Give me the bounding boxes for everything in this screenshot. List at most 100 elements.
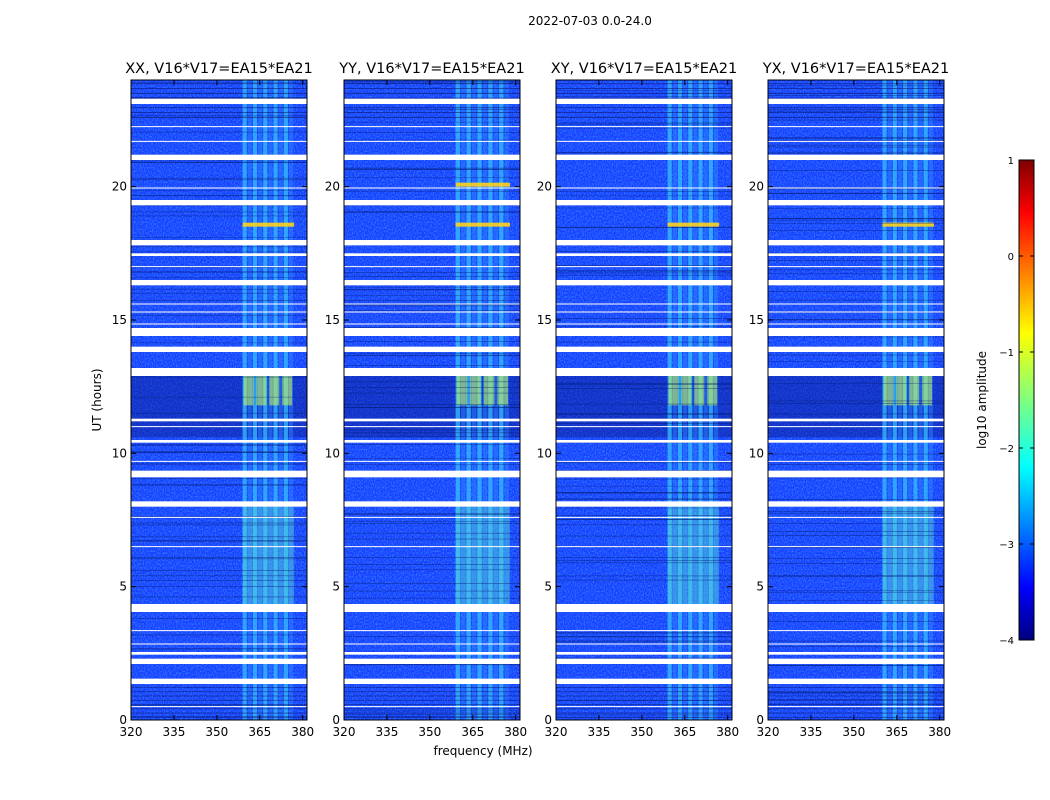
rfi-column [252,80,258,720]
flagged-row [344,678,520,684]
flagged-row [556,604,732,612]
x-tick-label: 365 [248,725,271,739]
colorbar-tick-label: −1 [999,348,1014,359]
x-tick-label: 380 [291,725,314,739]
rfi-hot-block [256,373,267,406]
x-tick-label: 350 [842,725,865,739]
flagged-row [768,98,944,104]
rfi-hot-block [896,373,907,406]
panel-title: XX, V16*V17=EA15*EA21 [125,61,313,77]
flagged-row [556,658,732,664]
flagged-row [556,418,732,422]
flagged-row [344,440,520,443]
panel-title: YY, V16*V17=EA15*EA21 [338,61,524,77]
flagged-row [768,240,944,246]
x-tick-label: 365 [885,725,908,739]
colorbar-tick-label: 1 [1008,156,1014,167]
flagged-row [768,346,944,352]
y-axis-label: UT (hours) [90,368,104,431]
rfi-hot-block [681,373,692,406]
spectrogram-panel-xy: XY, V16*V17=EA15*EA21 320 335 350 365 380 0 5 10… [537,61,739,739]
figure-title: 2022-07-03 0.0-24.0 [528,14,652,28]
flagged-row [344,368,520,376]
flagged-row [556,652,732,655]
flagged-row [131,658,307,664]
axes-frame [343,79,521,721]
flagged-row [344,501,520,507]
x-tick-label: 320 [120,725,143,739]
flagged-row [131,652,307,655]
flagged-row [131,328,307,336]
y-tick-label: 5 [332,580,340,594]
colorbar-label: log10 amplitude [975,351,989,449]
flagged-row [556,368,732,376]
flagged-row [556,240,732,246]
rfi-bright-segment [667,506,720,606]
rfi-hot-block [456,373,468,406]
rfi-column [892,80,897,720]
x-tick-label: 335 [375,725,398,739]
flagged-row [344,470,520,478]
flagged-row [131,280,307,286]
y-tick-label: 20 [537,180,552,194]
flagged-row [768,418,944,422]
flagged-row [131,154,307,160]
flagged-row [556,98,732,104]
rfi-column [466,80,471,720]
x-tick-label: 335 [799,725,822,739]
rfi-column [493,80,499,720]
flagged-row [131,678,307,684]
rfi-hot-block [483,373,495,406]
rfi-hot-block [243,373,254,406]
flagged-row [768,154,944,160]
flagged-row [768,658,944,664]
rfi-hot-row [455,222,510,227]
flagged-row [768,604,944,612]
y-tick-label: 20 [749,180,764,194]
flagged-row [768,501,944,507]
rfi-column [677,80,683,720]
rfi-hot-block [883,373,894,406]
x-tick-label: 350 [418,725,441,739]
y-tick-label: 20 [325,180,340,194]
flagged-row [768,440,944,443]
rfi-hot-block [470,373,481,406]
axes-frame [767,79,945,721]
axes-frame [130,79,308,721]
y-tick-label: 10 [749,446,764,460]
y-tick-label: 0 [332,713,340,727]
flagged-row [556,678,732,684]
rfi-column [918,80,923,720]
flagged-row [131,200,307,206]
flagged-row [344,604,520,612]
flagged-row [131,253,307,256]
flagged-row [768,470,944,478]
flagged-row [344,200,520,206]
flagged-row [131,440,307,443]
flagged-row [556,501,732,507]
y-tick-label: 0 [756,713,764,727]
x-tick-label: 350 [205,725,228,739]
flagged-row [131,346,307,352]
flagged-row [131,470,307,478]
spectrogram-panel-yy: YY, V16*V17=EA15*EA21 320 335 350 365 380 0 5 10… [325,61,533,758]
y-tick-label: 20 [112,180,127,194]
flagged-row [131,368,307,376]
flagged-row [556,154,732,160]
flagged-row [556,440,732,443]
rfi-bright-segment [242,506,295,606]
x-tick-label: 380 [504,725,527,739]
x-tick-label: 320 [333,725,356,739]
y-tick-label: 15 [749,313,764,327]
x-tick-label: 380 [928,725,951,739]
rfi-column [703,80,708,720]
flagged-row [768,652,944,655]
rfi-hot-block [694,373,705,406]
y-tick-label: 10 [325,446,340,460]
flagged-row [131,98,307,104]
x-tick-label: 335 [587,725,610,739]
spectrogram-panel-yx: YX, V16*V17=EA15*EA21 320 335 350 365 380 0 5 10… [749,61,951,739]
rfi-hot-block [707,373,718,406]
colorbar-tick-label: −2 [999,444,1014,455]
flagged-row [556,280,732,286]
